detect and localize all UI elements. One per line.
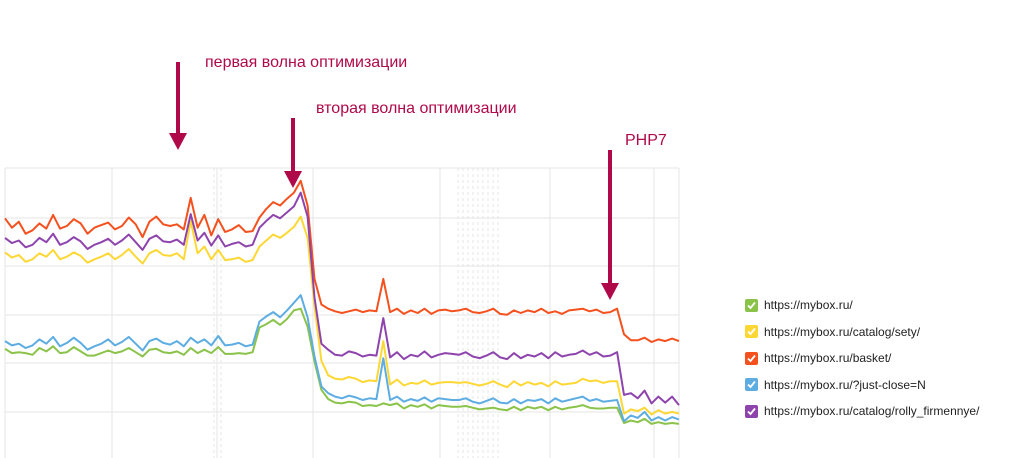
checkbox-check-icon[interactable] (745, 378, 758, 392)
annotation-arrow-head-1 (169, 133, 187, 150)
series-line-5 (4, 191, 680, 406)
checkbox-check-icon[interactable] (745, 351, 758, 365)
series-line-2 (4, 215, 680, 416)
legend-item[interactable]: https://mybox.ru/basket/ (745, 345, 979, 372)
checkbox-check-icon[interactable] (745, 325, 758, 339)
annotation-label-2: вторая волна оптимизации (316, 100, 517, 117)
chart-series-group (4, 179, 680, 425)
checkbox-check-icon[interactable] (745, 404, 758, 418)
series-line-1 (4, 307, 680, 425)
legend-item[interactable]: https://mybox.ru/ (745, 292, 979, 319)
annotations: первая волна оптимизации вторая волна опт… (169, 54, 667, 300)
legend-label: https://mybox.ru/ (764, 298, 853, 313)
annotation-arrow-head-3 (601, 283, 619, 300)
checkbox-check-icon[interactable] (745, 298, 758, 312)
legend-item[interactable]: https://mybox.ru/catalog/rolly_firmennye… (745, 398, 979, 425)
legend-label: https://mybox.ru/basket/ (764, 351, 892, 366)
series-line-4 (4, 294, 680, 423)
annotation-label-1: первая волна оптимизации (205, 54, 407, 71)
legend: https://mybox.ru/https://mybox.ru/catalo… (745, 292, 979, 425)
legend-label: https://mybox.ru/?just-close=N (764, 377, 926, 392)
legend-item[interactable]: https://mybox.ru/catalog/sety/ (745, 319, 979, 346)
series-line-3 (4, 179, 680, 343)
legend-label: https://mybox.ru/catalog/rolly_firmennye… (764, 404, 980, 419)
legend-label: https://mybox.ru/catalog/sety/ (764, 324, 921, 339)
annotation-label-3: PHP7 (625, 132, 667, 149)
legend-item[interactable]: https://mybox.ru/?just-close=N (745, 372, 979, 399)
annotation-arrow-head-2 (284, 171, 302, 188)
